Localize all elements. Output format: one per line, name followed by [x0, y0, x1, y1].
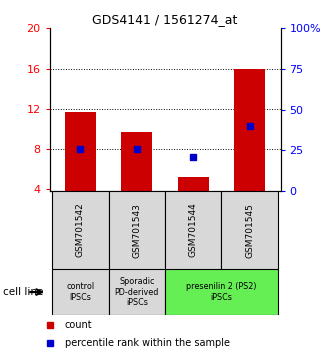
Text: GSM701543: GSM701543 [132, 202, 141, 258]
Bar [121, 132, 152, 191]
Bar [52, 191, 109, 269]
Bar [109, 191, 165, 269]
Bar [52, 269, 109, 315]
Bar [165, 269, 278, 315]
Text: GSM701542: GSM701542 [76, 203, 85, 257]
Text: count: count [65, 320, 92, 330]
Text: cell line: cell line [3, 287, 44, 297]
Text: percentile rank within the sample: percentile rank within the sample [65, 338, 230, 348]
Text: GSM701544: GSM701544 [189, 203, 198, 257]
Bar [109, 269, 165, 315]
Text: presenilin 2 (PS2)
iPSCs: presenilin 2 (PS2) iPSCs [186, 282, 257, 302]
Bar [234, 69, 265, 191]
Text: GSM701545: GSM701545 [245, 202, 254, 258]
Bar [165, 191, 221, 269]
Bar [221, 191, 278, 269]
Title: GDS4141 / 1561274_at: GDS4141 / 1561274_at [92, 13, 238, 26]
Bar [65, 112, 96, 191]
Text: Sporadic
PD-derived
iPSCs: Sporadic PD-derived iPSCs [115, 277, 159, 307]
Bar [178, 177, 209, 191]
Text: control
IPSCs: control IPSCs [66, 282, 95, 302]
